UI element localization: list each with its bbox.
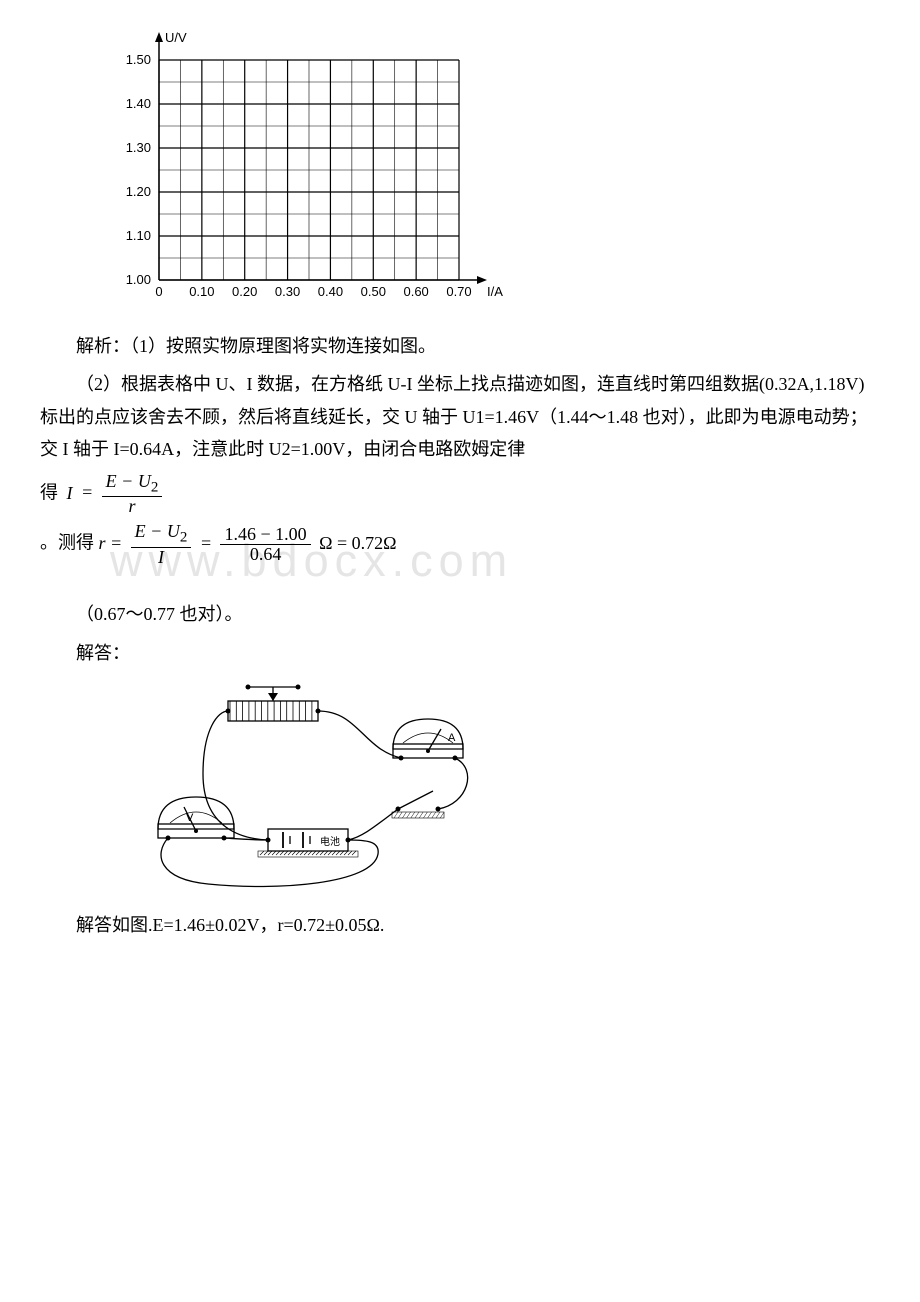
analysis-p2: （2）根据表格中 U、I 数据，在方格纸 U-I 坐标上找点描迹如图，连直线时第…	[40, 368, 880, 465]
formula-line-I: 得 I = E − U2 r	[40, 472, 880, 517]
svg-text:A: A	[448, 732, 456, 744]
svg-text:0.40: 0.40	[318, 284, 343, 299]
circuit-diagram: A V 电池	[148, 679, 880, 899]
svg-text:1.30: 1.30	[126, 140, 151, 155]
svg-text:0.70: 0.70	[446, 284, 471, 299]
svg-text:0.50: 0.50	[361, 284, 386, 299]
analysis-p1: 解析：（1）按照实物原理图将实物连接如图。	[40, 330, 880, 362]
uv-grid-chart: 0 0.10 0.20 0.30 0.40 0.50 0.60 0.70 1.00 1.10 1.2…	[94, 30, 880, 320]
formula-r: r = E − U2 I = 1.46 − 1.00 0.64 Ω = 0.72…	[99, 533, 397, 553]
svg-text:电池: 电池	[320, 835, 340, 848]
svg-text:0: 0	[155, 284, 162, 299]
svg-text:1.20: 1.20	[126, 184, 151, 199]
range-note: （0.67～0.77 也对）。	[40, 598, 880, 630]
svg-text:1.00: 1.00	[126, 272, 151, 287]
grid-svg: 0 0.10 0.20 0.30 0.40 0.50 0.60 0.70 1.00 1.10 1.2…	[94, 30, 514, 320]
svg-text:1.50: 1.50	[126, 52, 151, 67]
circuit-svg: A V 电池	[148, 679, 508, 899]
answer-label: 解答：	[40, 637, 880, 669]
svg-text:0.10: 0.10	[189, 284, 214, 299]
formula-I: I = E − U2 r	[63, 482, 167, 502]
svg-text:1.10: 1.10	[126, 228, 151, 243]
svg-text:0.30: 0.30	[275, 284, 300, 299]
text-de: 得	[40, 482, 58, 502]
text-cede: 。测得	[40, 533, 94, 553]
svg-text:0.20: 0.20	[232, 284, 257, 299]
svg-text:V: V	[186, 812, 194, 824]
final-answer: 解答如图.E=1.46±0.02V，r=0.72±0.05Ω.	[40, 909, 880, 941]
svg-text:0.60: 0.60	[403, 284, 428, 299]
svg-text:U/V: U/V	[165, 30, 187, 45]
svg-text:1.40: 1.40	[126, 96, 151, 111]
svg-text:I/A: I/A	[487, 284, 503, 299]
formula-line-r: 。测得 r = E − U2 I = 1.46 − 1.00 0.64 Ω = …	[40, 522, 880, 567]
